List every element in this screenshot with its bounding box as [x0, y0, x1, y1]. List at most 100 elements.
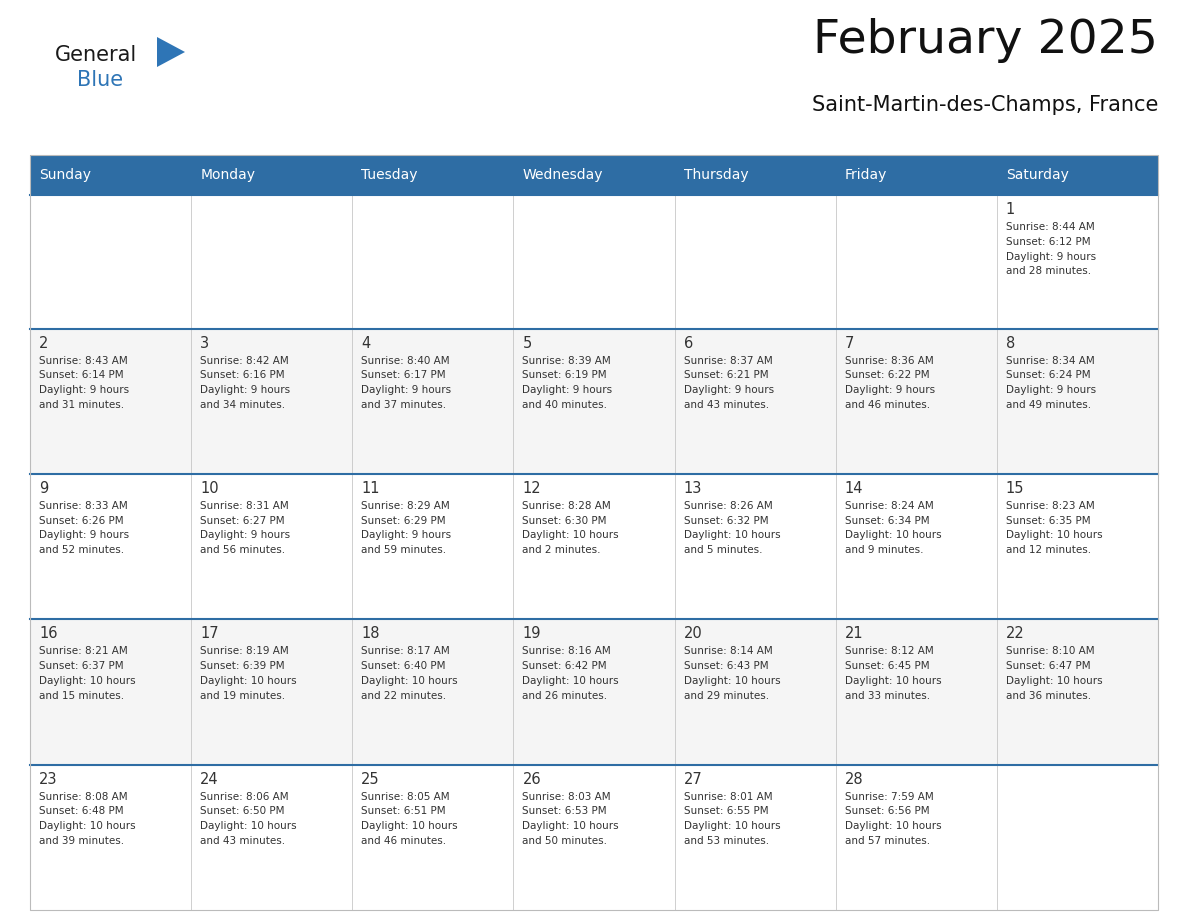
Text: Sunset: 6:26 PM: Sunset: 6:26 PM — [39, 516, 124, 526]
Text: Daylight: 10 hours: Daylight: 10 hours — [200, 676, 297, 686]
Text: Daylight: 9 hours: Daylight: 9 hours — [200, 386, 290, 395]
Text: Sunrise: 8:40 AM: Sunrise: 8:40 AM — [361, 355, 450, 365]
Bar — [30, 765, 191, 910]
Text: and 52 minutes.: and 52 minutes. — [39, 545, 124, 555]
Text: and 19 minutes.: and 19 minutes. — [200, 690, 285, 700]
Text: Daylight: 9 hours: Daylight: 9 hours — [1006, 386, 1097, 395]
Text: Sunrise: 8:24 AM: Sunrise: 8:24 AM — [845, 501, 934, 511]
Text: Sunrise: 8:43 AM: Sunrise: 8:43 AM — [39, 355, 128, 365]
Bar — [353, 765, 513, 910]
Text: Daylight: 9 hours: Daylight: 9 hours — [39, 531, 129, 541]
Bar — [997, 329, 1158, 474]
Text: 8: 8 — [1006, 335, 1015, 351]
Text: Sunrise: 8:16 AM: Sunrise: 8:16 AM — [523, 646, 611, 656]
Text: Sunset: 6:50 PM: Sunset: 6:50 PM — [200, 806, 285, 816]
Text: and 22 minutes.: and 22 minutes. — [361, 690, 447, 700]
Bar — [835, 155, 997, 195]
Bar — [30, 329, 191, 474]
Text: Daylight: 9 hours: Daylight: 9 hours — [361, 531, 451, 541]
Text: and 26 minutes.: and 26 minutes. — [523, 690, 607, 700]
Text: Daylight: 10 hours: Daylight: 10 hours — [39, 676, 135, 686]
Bar — [835, 620, 997, 765]
Text: 22: 22 — [1006, 626, 1024, 642]
Text: and 39 minutes.: and 39 minutes. — [39, 836, 124, 846]
Text: Sunset: 6:35 PM: Sunset: 6:35 PM — [1006, 516, 1091, 526]
Text: Sunset: 6:40 PM: Sunset: 6:40 PM — [361, 661, 446, 671]
Bar — [997, 620, 1158, 765]
Text: Monday: Monday — [200, 168, 255, 182]
Bar — [513, 155, 675, 195]
Text: 13: 13 — [683, 481, 702, 496]
Text: and 12 minutes.: and 12 minutes. — [1006, 545, 1091, 555]
Text: and 40 minutes.: and 40 minutes. — [523, 400, 607, 410]
Text: Daylight: 10 hours: Daylight: 10 hours — [845, 822, 941, 831]
Text: 4: 4 — [361, 335, 371, 351]
Text: Daylight: 10 hours: Daylight: 10 hours — [683, 531, 781, 541]
Text: and 56 minutes.: and 56 minutes. — [200, 545, 285, 555]
Text: Thursday: Thursday — [683, 168, 748, 182]
Text: Sunset: 6:16 PM: Sunset: 6:16 PM — [200, 370, 285, 380]
Bar — [997, 155, 1158, 195]
Bar — [30, 155, 1158, 910]
Bar — [30, 195, 191, 329]
Bar — [353, 195, 513, 329]
Text: 1: 1 — [1006, 202, 1015, 217]
Text: Sunrise: 8:05 AM: Sunrise: 8:05 AM — [361, 791, 450, 801]
Text: 14: 14 — [845, 481, 864, 496]
Text: Sunset: 6:51 PM: Sunset: 6:51 PM — [361, 806, 446, 816]
Text: 15: 15 — [1006, 481, 1024, 496]
Text: Sunset: 6:53 PM: Sunset: 6:53 PM — [523, 806, 607, 816]
Text: Daylight: 9 hours: Daylight: 9 hours — [523, 386, 613, 395]
Text: February 2025: February 2025 — [813, 18, 1158, 63]
Text: Blue: Blue — [77, 70, 124, 90]
Text: Daylight: 10 hours: Daylight: 10 hours — [523, 676, 619, 686]
Text: 2: 2 — [39, 335, 49, 351]
Text: Sunset: 6:39 PM: Sunset: 6:39 PM — [200, 661, 285, 671]
Text: Daylight: 9 hours: Daylight: 9 hours — [1006, 252, 1097, 262]
Text: 7: 7 — [845, 335, 854, 351]
Text: and 2 minutes.: and 2 minutes. — [523, 545, 601, 555]
Text: Daylight: 10 hours: Daylight: 10 hours — [845, 531, 941, 541]
Text: 26: 26 — [523, 772, 541, 787]
Text: Daylight: 9 hours: Daylight: 9 hours — [361, 386, 451, 395]
Bar — [513, 765, 675, 910]
Text: Sunrise: 8:28 AM: Sunrise: 8:28 AM — [523, 501, 611, 511]
Text: Daylight: 10 hours: Daylight: 10 hours — [523, 531, 619, 541]
Bar — [30, 620, 191, 765]
Text: Sunrise: 7:59 AM: Sunrise: 7:59 AM — [845, 791, 934, 801]
Text: Sunrise: 8:17 AM: Sunrise: 8:17 AM — [361, 646, 450, 656]
Text: Daylight: 9 hours: Daylight: 9 hours — [845, 386, 935, 395]
Text: 20: 20 — [683, 626, 702, 642]
Bar — [835, 195, 997, 329]
Text: Sunset: 6:24 PM: Sunset: 6:24 PM — [1006, 370, 1091, 380]
Text: 25: 25 — [361, 772, 380, 787]
Text: and 50 minutes.: and 50 minutes. — [523, 836, 607, 846]
Bar — [675, 620, 835, 765]
Text: Sunset: 6:45 PM: Sunset: 6:45 PM — [845, 661, 929, 671]
Text: Sunset: 6:43 PM: Sunset: 6:43 PM — [683, 661, 769, 671]
Text: 24: 24 — [200, 772, 219, 787]
Bar — [675, 155, 835, 195]
Text: 5: 5 — [523, 335, 532, 351]
Text: Daylight: 10 hours: Daylight: 10 hours — [683, 822, 781, 831]
Text: Sunrise: 8:21 AM: Sunrise: 8:21 AM — [39, 646, 128, 656]
Text: Daylight: 10 hours: Daylight: 10 hours — [361, 822, 457, 831]
Text: 10: 10 — [200, 481, 219, 496]
Text: Sunset: 6:32 PM: Sunset: 6:32 PM — [683, 516, 769, 526]
Text: General: General — [55, 45, 138, 65]
Text: Sunrise: 8:03 AM: Sunrise: 8:03 AM — [523, 791, 611, 801]
Text: Daylight: 9 hours: Daylight: 9 hours — [683, 386, 773, 395]
Bar — [353, 155, 513, 195]
Text: Sunrise: 8:37 AM: Sunrise: 8:37 AM — [683, 355, 772, 365]
Text: 6: 6 — [683, 335, 693, 351]
Text: Sunrise: 8:34 AM: Sunrise: 8:34 AM — [1006, 355, 1094, 365]
Text: and 46 minutes.: and 46 minutes. — [361, 836, 447, 846]
Bar — [191, 155, 353, 195]
Bar — [675, 765, 835, 910]
Text: 9: 9 — [39, 481, 49, 496]
Text: Sunrise: 8:01 AM: Sunrise: 8:01 AM — [683, 791, 772, 801]
Text: Tuesday: Tuesday — [361, 168, 418, 182]
Text: Wednesday: Wednesday — [523, 168, 604, 182]
Text: Daylight: 10 hours: Daylight: 10 hours — [39, 822, 135, 831]
Text: Daylight: 10 hours: Daylight: 10 hours — [683, 676, 781, 686]
